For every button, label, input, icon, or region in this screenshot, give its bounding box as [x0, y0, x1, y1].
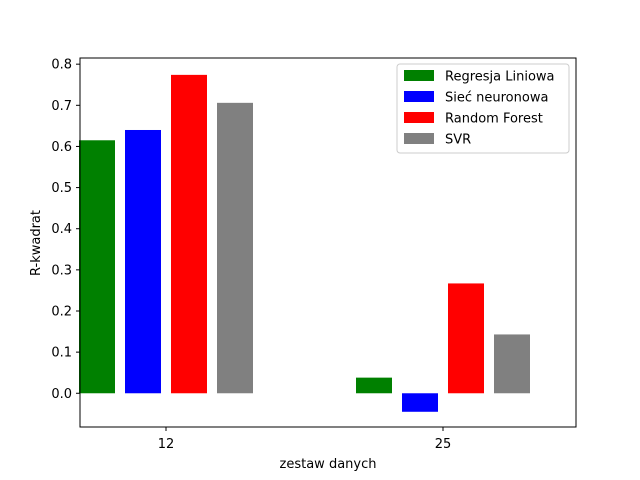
y-axis-ticks: 0.0 0.1 0.2 0.3 0.4 0.5 0.6 0.7 0.8	[51, 58, 80, 402]
bar-svr-25	[494, 334, 530, 394]
x-axis-ticks: 12 25	[158, 427, 452, 452]
legend: Regresja Liniowa Sieć neuronowa Random For…	[396, 63, 570, 154]
y-axis-label: R-kwadrat	[29, 210, 44, 276]
legend-label-svr: SVR	[445, 133, 471, 148]
legend-label-random-forest: Random Forest	[445, 112, 543, 127]
y-tick-label: 0.8	[51, 58, 72, 73]
legend-swatch-regresja-liniowa	[404, 70, 434, 81]
plot-frame	[79, 57, 577, 428]
bar-sie-neuronowa-25	[402, 393, 438, 412]
bar-sie-neuronowa-12	[125, 129, 161, 394]
bar-svr-12	[217, 102, 253, 394]
y-tick-label: 0.2	[51, 304, 72, 319]
bar-random-forest-25	[448, 283, 484, 394]
x-tick-label: 25	[435, 437, 452, 452]
y-tick-label: 0.3	[51, 263, 72, 278]
x-axis-label: zestaw danych	[280, 457, 377, 472]
bars-group	[79, 74, 530, 412]
legend-swatch-sie-neuronowa	[404, 91, 434, 102]
y-tick-label: 0.4	[51, 222, 72, 237]
legend-frame	[396, 63, 570, 154]
y-tick-label: 0.0	[51, 387, 72, 402]
bar-regresja-liniowa-12	[79, 140, 115, 394]
x-tick-label: 12	[158, 437, 175, 452]
y-tick-label: 0.1	[51, 346, 72, 361]
legend-label-regresja-liniowa: Regresja Liniowa	[445, 70, 555, 85]
legend-swatch-random-forest	[404, 112, 434, 123]
bar-random-forest-12	[171, 74, 207, 394]
bar-regresja-liniowa-25	[356, 377, 392, 394]
y-tick-label: 0.6	[51, 140, 72, 155]
y-tick-label: 0.5	[51, 181, 72, 196]
legend-swatch-svr	[404, 133, 434, 144]
y-tick-label: 0.7	[51, 99, 72, 114]
legend-label-sie-neuronowa: Sieć neuronowa	[445, 91, 548, 106]
